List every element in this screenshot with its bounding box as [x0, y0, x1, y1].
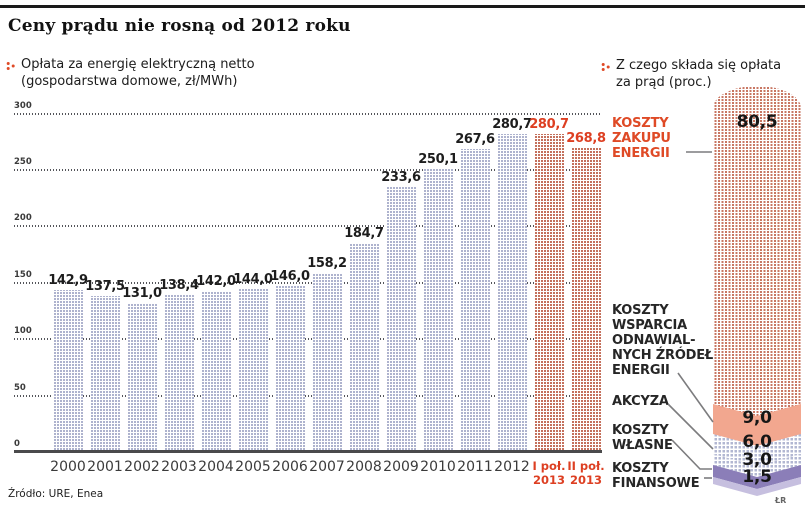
y-tick-label-150: 150 [14, 270, 32, 280]
x-axis-label: 2012 [494, 459, 530, 475]
bar-2003 [164, 295, 194, 451]
x-axis-label: 2006 [272, 459, 308, 475]
bar-2001 [90, 296, 120, 451]
bar-2009 [386, 187, 416, 451]
y-tick-label-100: 100 [14, 326, 32, 336]
bar-value-label: 233,6 [381, 170, 421, 185]
bar-value-label: 131,0 [122, 286, 162, 301]
x-axis-label: 2005 [235, 459, 271, 475]
bar-II-poł.-2013 [571, 148, 601, 451]
x-axis-label: 2004 [198, 459, 234, 475]
bar-value-label: 184,7 [344, 226, 384, 241]
bar-2004 [201, 291, 231, 451]
x-axis-label: I poł. 2013 [532, 459, 566, 488]
segment-value-oze: 9,0 [742, 408, 772, 428]
x-axis-label: 2009 [383, 459, 419, 475]
x-axis-label: 2003 [161, 459, 197, 475]
label-koszty-finansowe: KOSZTY FINANSOWE [612, 461, 700, 492]
x-axis-label: 2002 [124, 459, 160, 475]
bar-value-label: 142,0 [196, 274, 236, 289]
y-tick-label-50: 50 [14, 383, 26, 393]
bar-2000 [53, 290, 83, 451]
bar-value-label: 280,7 [529, 117, 569, 132]
x-axis-label: 2000 [50, 459, 86, 475]
y-tick-label-300: 300 [14, 101, 32, 111]
x-axis-label: 2007 [309, 459, 345, 475]
dotted-marker-icon [601, 63, 610, 71]
bar-value-label: 144,0 [233, 272, 273, 287]
x-axis-label: 2008 [346, 459, 382, 475]
segment-value-koszty-finansowe: 1,5 [742, 467, 772, 487]
bar-value-label: 137,5 [85, 279, 125, 294]
bar-2006 [275, 286, 305, 451]
bar-2010 [423, 169, 453, 451]
label-akcyza: AKCYZA [612, 394, 669, 409]
segment-value-akcyza: 6,0 [742, 432, 772, 452]
label-koszty-wsparcia-oze: KOSZTY WSPARCIA ODNAWIAL- NYCH ŹRÓDEŁ EN… [612, 303, 714, 379]
gridline-250 [14, 169, 602, 171]
segment-value-koszty-zakupu: 80,5 [736, 112, 778, 132]
x-axis-label: 2010 [420, 459, 456, 475]
bar-2008 [349, 243, 379, 451]
x-axis-line [14, 450, 602, 453]
bar-value-label: 268,8 [566, 131, 606, 146]
left-chart-legend: Opłata za energię elektryczną netto (gos… [21, 57, 255, 89]
right-chart-legend: Z czego składa się opłata za prąd (proc.… [616, 58, 782, 90]
bar-value-label: 142,9 [48, 273, 88, 288]
bar-value-label: 158,2 [307, 256, 347, 271]
y-tick-label-0: 0 [14, 439, 20, 449]
gridline-100 [14, 338, 602, 340]
dotted-marker-icon [6, 62, 15, 70]
bar-2002 [127, 303, 157, 451]
y-tick-label-200: 200 [14, 213, 32, 223]
bar-2012 [497, 134, 527, 451]
label-koszty-zakupu-energii: KOSZTY ZAKUPU ENERGII [612, 116, 671, 162]
page-title: Ceny prądu nie rosną od 2012 roku [8, 16, 351, 36]
gridline-50 [14, 395, 602, 397]
bar-value-label: 267,6 [455, 132, 495, 147]
bar-2007 [312, 273, 342, 451]
author-initials: ŁR [775, 496, 787, 505]
x-axis-label: II poł. 2013 [567, 459, 605, 488]
label-koszty-wlasne: KOSZTY WŁASNE [612, 423, 673, 454]
x-axis-label: 2011 [457, 459, 493, 475]
bar-2005 [238, 289, 268, 451]
bar-value-label: 146,0 [270, 269, 310, 284]
bar-value-label: 250,1 [418, 152, 458, 167]
bar-value-label: 280,7 [492, 117, 532, 132]
gridline-300 [14, 113, 602, 115]
segment-koszty-zakupu-energii [713, 107, 801, 417]
segment-value-koszty-wlasne: 3,0 [742, 450, 772, 470]
source-note: Źródło: URE, Enea [8, 488, 104, 500]
bar-value-label: 138,4 [159, 278, 199, 293]
bar-2011 [460, 149, 490, 451]
bar-I-poł.-2013 [534, 134, 564, 451]
gridline-200 [14, 225, 602, 227]
segment-koszty-zakupu-cap [713, 86, 801, 108]
top-rule [0, 5, 805, 8]
gridline-150 [14, 282, 602, 284]
y-tick-label-250: 250 [14, 157, 32, 167]
x-axis-label: 2001 [87, 459, 123, 475]
